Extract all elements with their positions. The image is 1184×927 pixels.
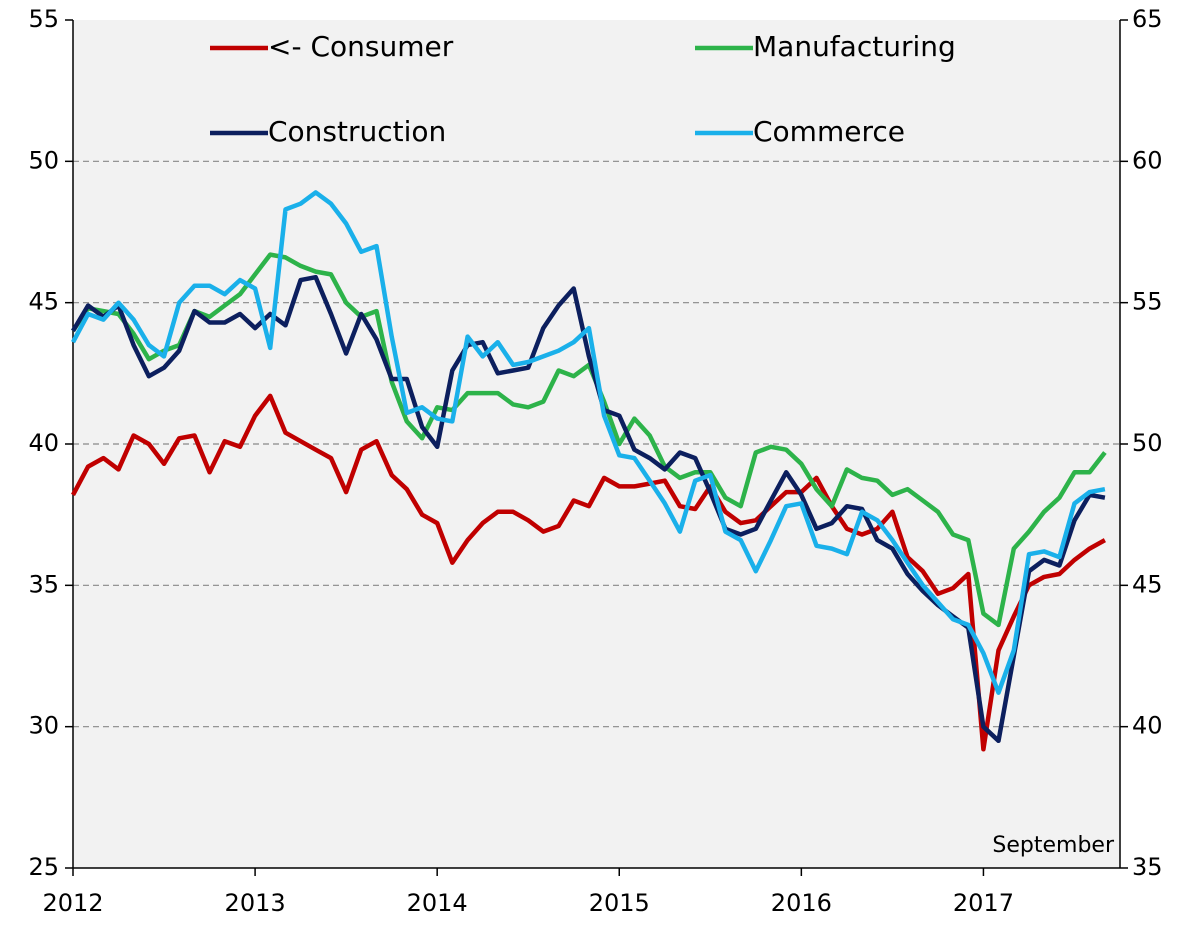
y-tick-label: 25 bbox=[28, 853, 59, 881]
series-line bbox=[71, 274, 1106, 744]
y-tick-label: 35 bbox=[28, 570, 59, 598]
annotation: September bbox=[992, 833, 1115, 858]
y2-tick-label: 40 bbox=[1132, 712, 1163, 740]
y-tick-label: 55 bbox=[28, 5, 59, 33]
legend-label: Manufacturing bbox=[753, 30, 956, 63]
series-line bbox=[71, 252, 1107, 628]
y2-tick-label: 50 bbox=[1132, 429, 1163, 457]
legend-label: Commerce bbox=[753, 115, 905, 148]
y2-tick-label: 55 bbox=[1132, 288, 1163, 316]
y-tick-label: 40 bbox=[28, 429, 59, 457]
x-tick-label: 2014 bbox=[407, 889, 468, 917]
x-tick-label: 2016 bbox=[771, 889, 832, 917]
series-line bbox=[71, 393, 1106, 752]
x-tick-label: 2012 bbox=[42, 889, 103, 917]
x-tick-label: 2017 bbox=[953, 889, 1014, 917]
y-tick-label: 50 bbox=[28, 146, 59, 174]
y-tick-label: 30 bbox=[28, 712, 59, 740]
y2-tick-label: 65 bbox=[1132, 5, 1163, 33]
x-tick-label: 2013 bbox=[225, 889, 286, 917]
y2-tick-label: 45 bbox=[1132, 570, 1163, 598]
y2-tick-label: 60 bbox=[1132, 146, 1163, 174]
y-tick-label: 45 bbox=[28, 288, 59, 316]
series-line bbox=[71, 190, 1106, 695]
x-tick-label: 2015 bbox=[589, 889, 650, 917]
legend-label: <- Consumer bbox=[268, 30, 454, 63]
y2-tick-label: 35 bbox=[1132, 853, 1163, 881]
legend-label: Construction bbox=[268, 115, 446, 148]
